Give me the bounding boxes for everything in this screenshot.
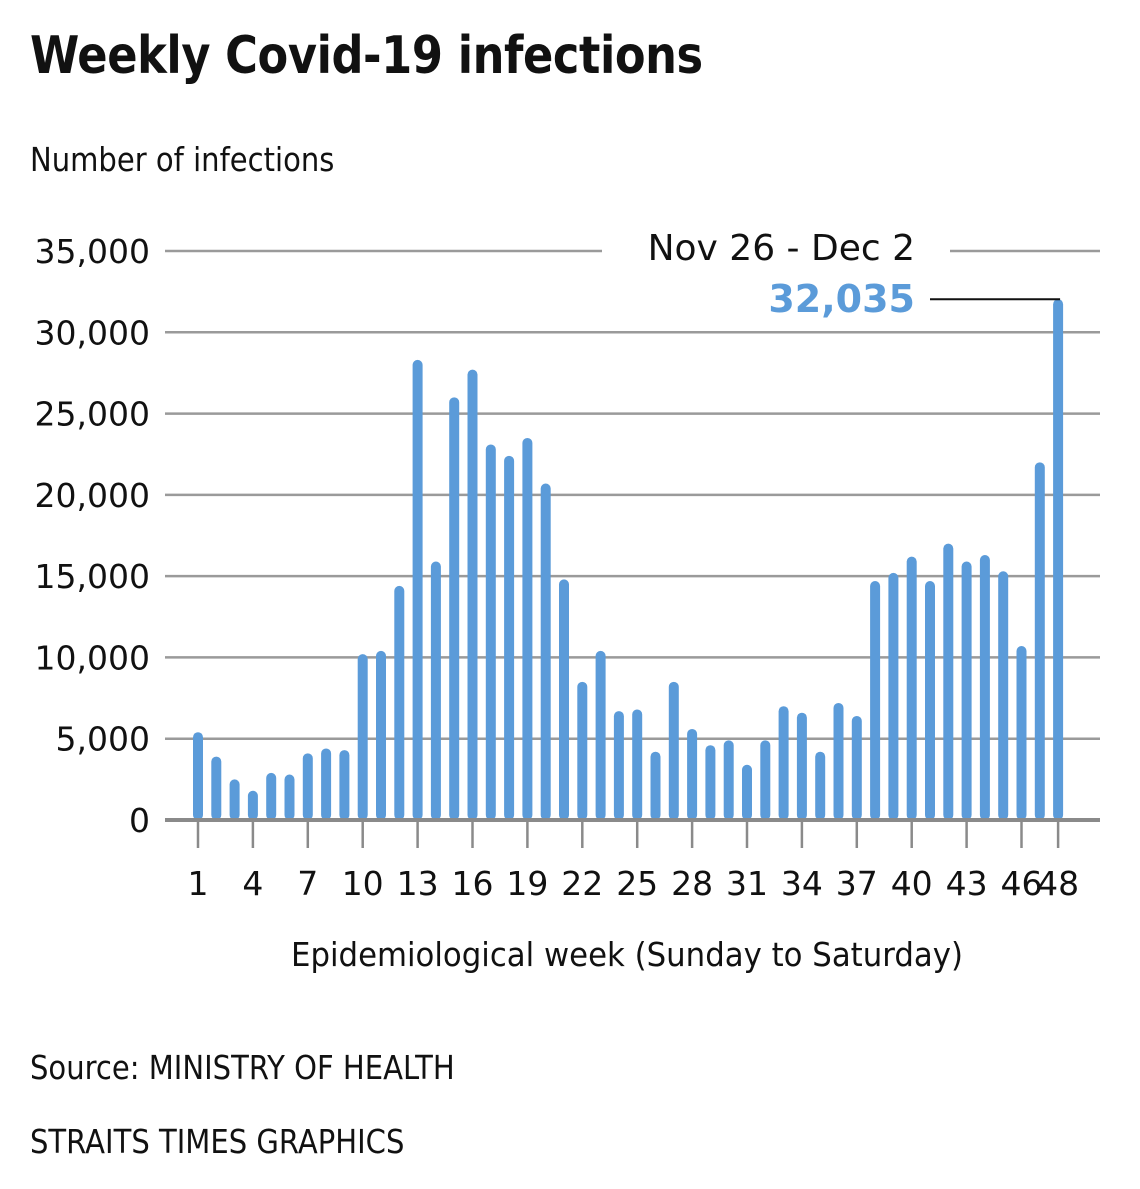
y-tick-label: 0 xyxy=(129,801,150,840)
bar-week-36 xyxy=(833,702,844,820)
x-tick-label: 31 xyxy=(726,864,768,903)
y-tick-label: 30,000 xyxy=(35,313,150,352)
x-tick-label: 1 xyxy=(188,864,209,903)
bar-week-15 xyxy=(449,397,460,820)
bar-week-38 xyxy=(870,581,881,820)
bar-week-28 xyxy=(687,728,698,820)
x-tick-label: 19 xyxy=(506,864,548,903)
bar-week-32 xyxy=(760,740,771,820)
source-note: Source: MINISTRY OF HEALTH xyxy=(30,1048,455,1087)
x-tick-label: 43 xyxy=(946,864,988,903)
bar-week-24 xyxy=(613,711,624,820)
bar-week-25 xyxy=(632,709,643,820)
bar-week-26 xyxy=(650,751,661,820)
bar-week-40 xyxy=(906,556,917,820)
bar-week-9 xyxy=(339,750,350,820)
bar-week-33 xyxy=(778,706,789,820)
x-axis-label: Epidemiological week (Sunday to Saturday… xyxy=(291,935,963,974)
y-tick-label: 20,000 xyxy=(35,476,150,515)
y-tick-label: 5,000 xyxy=(56,720,150,759)
bar-week-7 xyxy=(302,753,313,820)
x-tick-label: 34 xyxy=(781,864,823,903)
bar-week-1 xyxy=(193,732,203,820)
bar-week-19 xyxy=(522,437,533,820)
bar-week-12 xyxy=(394,585,405,820)
y-tick-label: 35,000 xyxy=(35,232,150,271)
x-tick-label: 13 xyxy=(397,864,439,903)
bar-week-13 xyxy=(412,359,423,820)
x-tick-label: 40 xyxy=(891,864,933,903)
bar-week-18 xyxy=(504,455,515,820)
bar-week-11 xyxy=(376,650,386,820)
bar-week-42 xyxy=(943,543,954,820)
bar-week-41 xyxy=(925,581,935,820)
bar-week-3 xyxy=(229,779,240,820)
x-tick-label: 28 xyxy=(671,864,713,903)
bar-week-8 xyxy=(321,748,332,820)
bar-week-34 xyxy=(796,712,807,820)
bar-week-17 xyxy=(485,444,496,820)
annotation-date-range: Nov 26 - Dec 2 xyxy=(648,228,915,269)
bar-week-6 xyxy=(284,774,295,820)
x-tick-label: 25 xyxy=(616,864,658,903)
graphics-credit: STRAITS TIMES GRAPHICS xyxy=(30,1122,405,1161)
bar-chart: 0 5,000 10,000 15,000 20,000 25,000 30,000 35,0… xyxy=(35,228,1100,974)
bar-week-4 xyxy=(247,790,258,820)
x-tick-label: 4 xyxy=(242,864,263,903)
bar-week-46 xyxy=(1016,646,1027,820)
bar-week-29 xyxy=(705,745,716,820)
bar-week-43 xyxy=(961,561,972,820)
bar-week-5 xyxy=(266,772,277,820)
x-tick-label: 16 xyxy=(452,864,494,903)
y-axis-label: Number of infections xyxy=(30,140,335,179)
x-tick-label: 37 xyxy=(836,864,878,903)
x-tick-label: 7 xyxy=(297,864,318,903)
bar-week-22 xyxy=(577,681,588,820)
bar-week-45 xyxy=(998,571,1009,820)
bar-week-27 xyxy=(668,681,679,820)
bar-week-35 xyxy=(815,751,826,820)
bar-week-47 xyxy=(1034,462,1045,820)
bar-week-37 xyxy=(851,715,862,820)
y-tick-label: 10,000 xyxy=(35,638,150,677)
x-tick-label: 22 xyxy=(561,864,603,903)
bar-week-16 xyxy=(467,369,478,820)
annotation-value: 32,035 xyxy=(768,277,915,321)
bar-week-20 xyxy=(540,483,551,820)
y-tick-label: 25,000 xyxy=(35,395,150,434)
bar-week-21 xyxy=(559,579,569,820)
bar-week-44 xyxy=(979,555,990,820)
chart-title: Weekly Covid-19 infections xyxy=(30,26,703,86)
bar-week-10 xyxy=(357,654,368,820)
bar-week-23 xyxy=(595,650,606,820)
bar-week-31 xyxy=(742,764,752,820)
bar-week-48 xyxy=(1053,299,1064,821)
bar-week-14 xyxy=(430,561,441,820)
x-tick-label: 46 xyxy=(1001,864,1043,903)
bar-week-39 xyxy=(888,572,899,820)
x-tick-label: 48 xyxy=(1037,864,1079,903)
bar-week-30 xyxy=(723,740,734,820)
bar-week-2 xyxy=(211,756,222,820)
x-tick-label: 10 xyxy=(342,864,384,903)
y-tick-label: 15,000 xyxy=(35,557,150,596)
